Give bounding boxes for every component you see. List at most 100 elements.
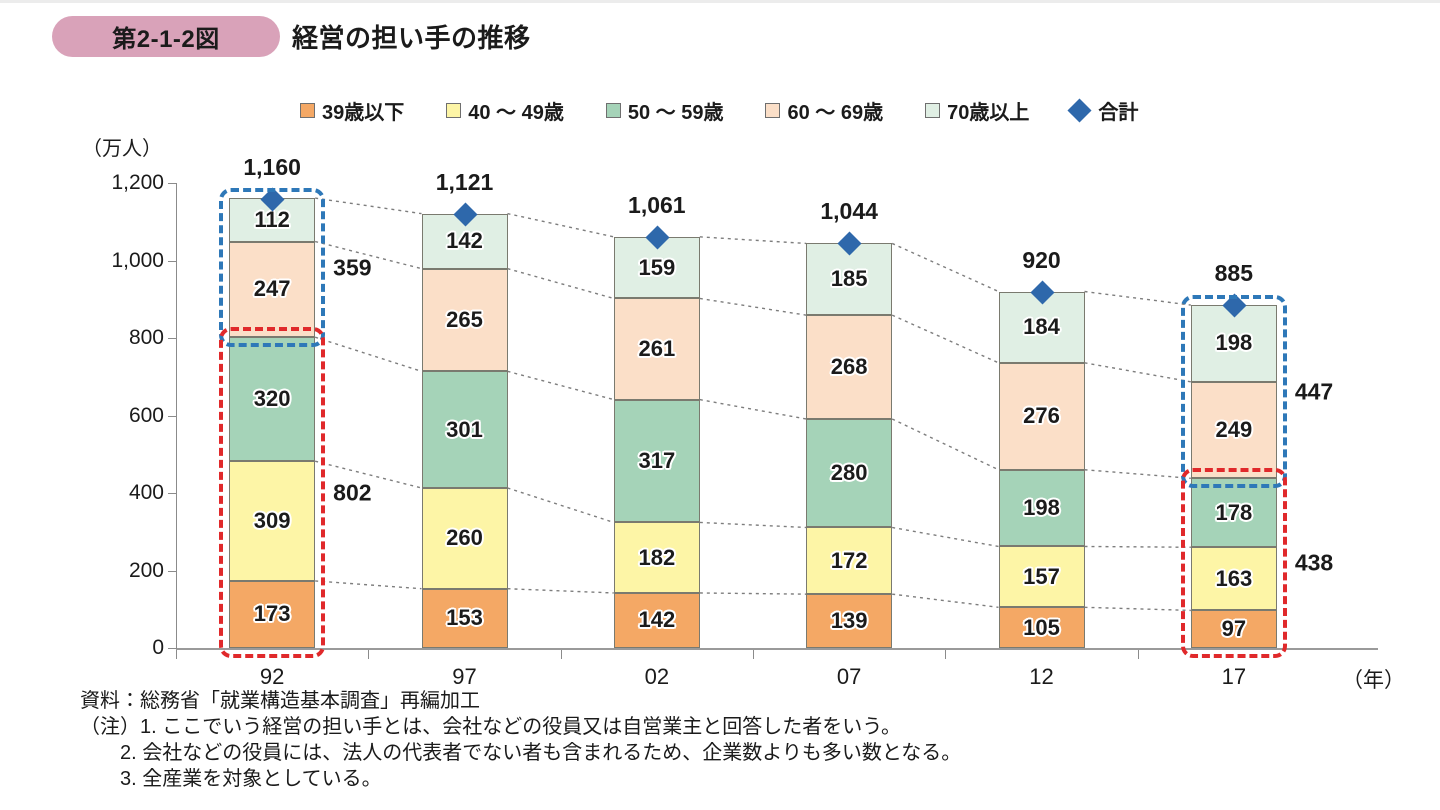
x-axis-tick-mark — [1137, 650, 1139, 659]
bar-segment: 261 — [613, 298, 700, 400]
bar-segment-value: 247 — [253, 276, 291, 302]
highlight-annotation-label: 359 — [333, 254, 372, 281]
legend-item-label: 40 〜 49歳 — [468, 101, 564, 124]
top-divider — [0, 0, 1440, 3]
note-3: 3. 全産業を対象としている。 — [120, 768, 382, 790]
bar-segment-value: 182 — [638, 544, 676, 570]
legend-swatch-icon — [605, 102, 621, 118]
figure-notes: 資料：総務省「就業構造基本調査」再編加工 （注）1. ここでいう経営の担い手とは… — [80, 688, 1380, 792]
bar-segment: 112 — [229, 198, 316, 242]
y-axis-tick-label: 1,200 — [111, 171, 164, 194]
bar-segment-value: 317 — [638, 448, 676, 474]
y-axis-tick-mark — [168, 183, 177, 184]
bar-segment-value: 97 — [1221, 616, 1247, 642]
bar-segment: 142 — [613, 592, 700, 648]
x-axis-tick-label: 92 — [259, 664, 285, 689]
bar-segment: 249 — [1190, 381, 1277, 479]
bar-segment-value: 280 — [830, 460, 868, 486]
legend-item-label: 39歳以下 — [322, 101, 405, 124]
bar-segment-value: 153 — [446, 605, 483, 631]
legend-item-label: 合計 — [1098, 101, 1139, 124]
x-axis-tick-label: 07 — [836, 664, 862, 689]
bar-segment-value: 163 — [1215, 565, 1253, 591]
legend-swatch-icon — [925, 102, 941, 118]
y-axis-tick-label: 0 — [152, 636, 164, 659]
legend-item-2: 40 〜 49歳 — [446, 96, 564, 125]
chart-legend: 39歳以下 40 〜 49歳 50 〜 59歳 60 〜 69歳 70歳以上 合計 — [300, 95, 1240, 125]
legend-item-total: 合計 — [1067, 96, 1139, 125]
bar-segment: 198 — [998, 469, 1085, 547]
highlight-box — [1180, 468, 1287, 658]
highlight-annotation-label: 802 — [333, 479, 372, 506]
highlight-annotation-label: 438 — [1294, 549, 1334, 576]
bar-segment: 105 — [998, 607, 1085, 648]
x-axis-tick-mark — [176, 650, 177, 659]
bar-segment: 268 — [806, 315, 893, 419]
x-axis-line — [176, 648, 1378, 650]
x-axis-tick-mark — [753, 650, 754, 659]
y-axis-tick-label: 400 — [128, 481, 164, 504]
highlight-box — [1180, 295, 1287, 489]
bar-segment: 173 — [229, 580, 316, 648]
note-source: 資料：総務省「就業構造基本調査」再編加工 — [80, 690, 480, 712]
bar-segment-value: 142 — [446, 228, 483, 254]
y-axis-tick-label: 1,000 — [111, 248, 164, 272]
bar-segment: 163 — [1190, 547, 1277, 611]
figure-number-badge: 第2-1-2図 — [52, 16, 280, 57]
total-value-label: 885 — [1214, 260, 1254, 287]
bar-segment-value: 178 — [1215, 499, 1253, 525]
bar-segment: 184 — [998, 291, 1085, 363]
bar-segment-value: 139 — [830, 608, 868, 634]
bar-segment: 97 — [1190, 610, 1277, 648]
y-axis-tick-mark — [168, 415, 177, 417]
bar-segment-value: 301 — [446, 416, 483, 442]
y-axis-tick-mark — [168, 338, 177, 339]
bar-segment: 172 — [806, 527, 893, 595]
legend-item-label: 50 〜 59歳 — [627, 101, 724, 124]
x-axis-tick-label: 12 — [1029, 664, 1054, 689]
bar-segment: 142 — [421, 213, 508, 269]
bar-segment: 320 — [229, 337, 316, 462]
bar-segment: 301 — [421, 371, 508, 488]
bar-segment: 309 — [229, 461, 316, 581]
y-axis-tick-mark — [168, 493, 177, 494]
bar-segment-value: 276 — [1023, 403, 1060, 429]
bar-segment-value: 142 — [638, 607, 676, 633]
y-axis-tick-label: 600 — [128, 403, 164, 427]
bar-segment: 178 — [1190, 478, 1277, 548]
bar-segment-value: 268 — [830, 354, 868, 380]
highlight-box — [219, 327, 326, 658]
bar-segment: 260 — [421, 487, 508, 589]
bar-segment: 265 — [421, 268, 508, 372]
total-value-label: 920 — [1022, 246, 1061, 273]
figure-header: 第2-1-2図 経営の担い手の推移 — [0, 0, 1440, 72]
bar-segment-value: 173 — [253, 601, 291, 627]
legend-swatch-icon — [446, 102, 462, 118]
bar-segment-value: 309 — [253, 508, 291, 534]
x-axis-tick-label: 17 — [1221, 664, 1247, 689]
legend-item-label: 70歳以上 — [947, 101, 1030, 124]
total-value-label: 1,061 — [628, 191, 686, 218]
bar-segment-value: 198 — [1215, 330, 1253, 356]
total-value-label: 1,121 — [435, 168, 494, 195]
bar-segment: 153 — [421, 588, 508, 648]
y-axis-tick-mark — [168, 570, 177, 572]
y-axis-tick-mark — [168, 260, 177, 262]
y-axis-tick-mark — [168, 648, 177, 649]
legend-item-5: 70歳以上 — [925, 96, 1029, 125]
bar-segment-value: 105 — [1023, 614, 1060, 640]
highlight-annotation-label: 447 — [1294, 378, 1334, 405]
bar-segment-value: 261 — [638, 336, 676, 362]
legend-item-1: 39歳以下 — [300, 96, 404, 125]
note-2: 2. 会社などの役員には、法人の代表者でない者も含まれるため、企業数よりも多い数… — [120, 742, 962, 764]
bar-segment-value: 265 — [446, 306, 483, 332]
bar-segment-value: 185 — [830, 266, 868, 292]
legend-swatch-icon — [300, 102, 315, 118]
page-title: 経営の担い手の推移 — [292, 23, 531, 53]
y-axis-tick-label: 200 — [128, 558, 164, 582]
x-axis-tick-mark — [368, 650, 370, 659]
note-1: （注）1. ここでいう経営の担い手とは、会社などの役員又は自営業主と回答した者を… — [80, 716, 902, 738]
highlight-box — [219, 188, 326, 348]
bar-segment: 317 — [613, 399, 700, 523]
